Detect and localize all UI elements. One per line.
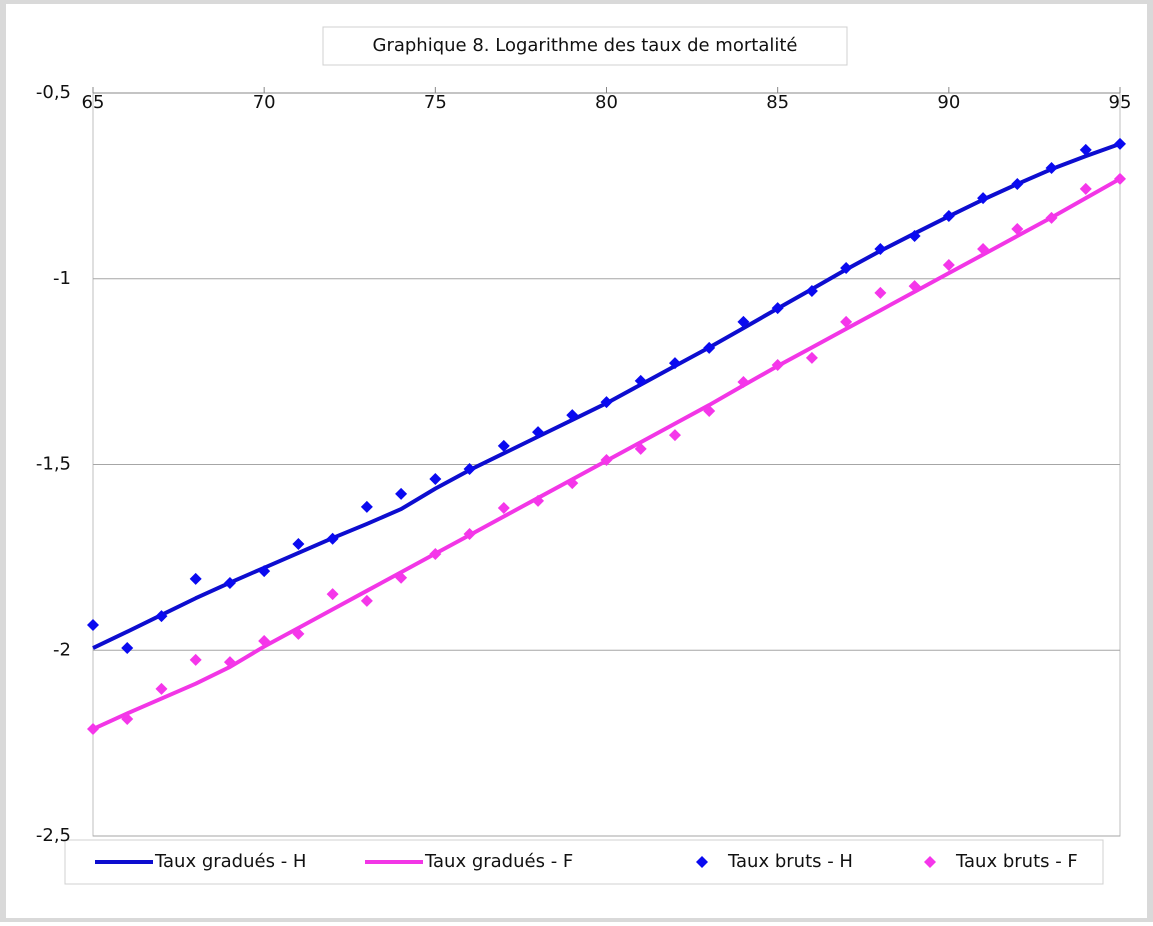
- y-tick-label: -1: [53, 268, 71, 289]
- data-point: [840, 315, 853, 328]
- data-point: [463, 527, 476, 540]
- data-point: [1045, 211, 1058, 224]
- data-point: [942, 209, 955, 222]
- data-point: [703, 341, 716, 354]
- data-point: [292, 627, 305, 640]
- legend-label: Taux gradués - F: [424, 851, 573, 872]
- data-point: [942, 259, 955, 272]
- data-point: [600, 396, 613, 409]
- x-tick-label: 80: [595, 92, 618, 113]
- legend-box: [64, 839, 1104, 885]
- data-point: [977, 192, 990, 205]
- data-point: [155, 610, 168, 623]
- x-tick-label: 95: [1109, 92, 1132, 113]
- data-point: [429, 472, 442, 485]
- data-point: [805, 351, 818, 364]
- data-point: [326, 588, 339, 601]
- data-point: [189, 572, 202, 585]
- data-point: [874, 243, 887, 256]
- data-point: [600, 454, 613, 467]
- data-point: [395, 571, 408, 584]
- y-tick-label: -0,5: [36, 82, 71, 103]
- data-point: [155, 682, 168, 695]
- data-point: [668, 429, 681, 442]
- data-point: [497, 501, 510, 514]
- data-point: [566, 477, 579, 490]
- legend-label: Taux bruts - F: [955, 851, 1078, 872]
- data-point: [463, 462, 476, 475]
- data-point: [874, 286, 887, 299]
- data-point: [805, 285, 818, 298]
- data-point: [326, 532, 339, 545]
- legend-swatch: [696, 856, 708, 868]
- data-point: [189, 653, 202, 666]
- data-point: [1114, 137, 1126, 150]
- data-point: [634, 442, 647, 455]
- data-point: [1045, 162, 1058, 175]
- chart-title: Graphique 8. Logarithme des taux de mort…: [373, 35, 798, 56]
- data-point: [360, 500, 373, 513]
- data-point: [634, 374, 647, 387]
- data-point: [429, 548, 442, 561]
- data-point: [532, 494, 545, 507]
- data-point: [258, 565, 271, 578]
- legend-label: Taux bruts - H: [727, 851, 853, 872]
- data-point: [1011, 222, 1024, 235]
- y-tick-label: -2,5: [36, 825, 71, 846]
- x-tick-label: 65: [82, 92, 105, 113]
- data-point: [497, 439, 510, 452]
- y-tick-label: -2: [53, 639, 71, 660]
- legend-swatch: [924, 856, 936, 868]
- data-point: [908, 280, 921, 293]
- data-point: [668, 357, 681, 370]
- data-point: [292, 538, 305, 551]
- data-point: [87, 618, 99, 631]
- data-point: [223, 656, 236, 669]
- data-point: [395, 487, 408, 500]
- data-point: [566, 409, 579, 422]
- data-point: [1079, 143, 1092, 156]
- data-point: [121, 642, 134, 655]
- data-point: [121, 712, 134, 725]
- data-point: [977, 243, 990, 256]
- data-point: [223, 577, 236, 590]
- data-point: [258, 634, 271, 647]
- data-point: [771, 302, 784, 315]
- data-point: [87, 723, 99, 736]
- data-point: [1079, 182, 1092, 195]
- data-point: [737, 315, 750, 328]
- x-tick-label: 70: [253, 92, 276, 113]
- data-point: [908, 230, 921, 243]
- data-point: [737, 376, 750, 389]
- data-point: [1011, 178, 1024, 191]
- legend-label: Taux gradués - H: [154, 851, 306, 872]
- data-point: [1114, 172, 1126, 185]
- data-point: [703, 405, 716, 418]
- x-tick-label: 75: [424, 92, 447, 113]
- data-point: [532, 426, 545, 439]
- x-tick-label: 90: [937, 92, 960, 113]
- y-tick-label: -1,5: [36, 454, 71, 475]
- title-box: [322, 26, 848, 66]
- x-tick-label: 85: [766, 92, 789, 113]
- data-point: [360, 594, 373, 607]
- data-point: [771, 358, 784, 371]
- data-point: [840, 261, 853, 274]
